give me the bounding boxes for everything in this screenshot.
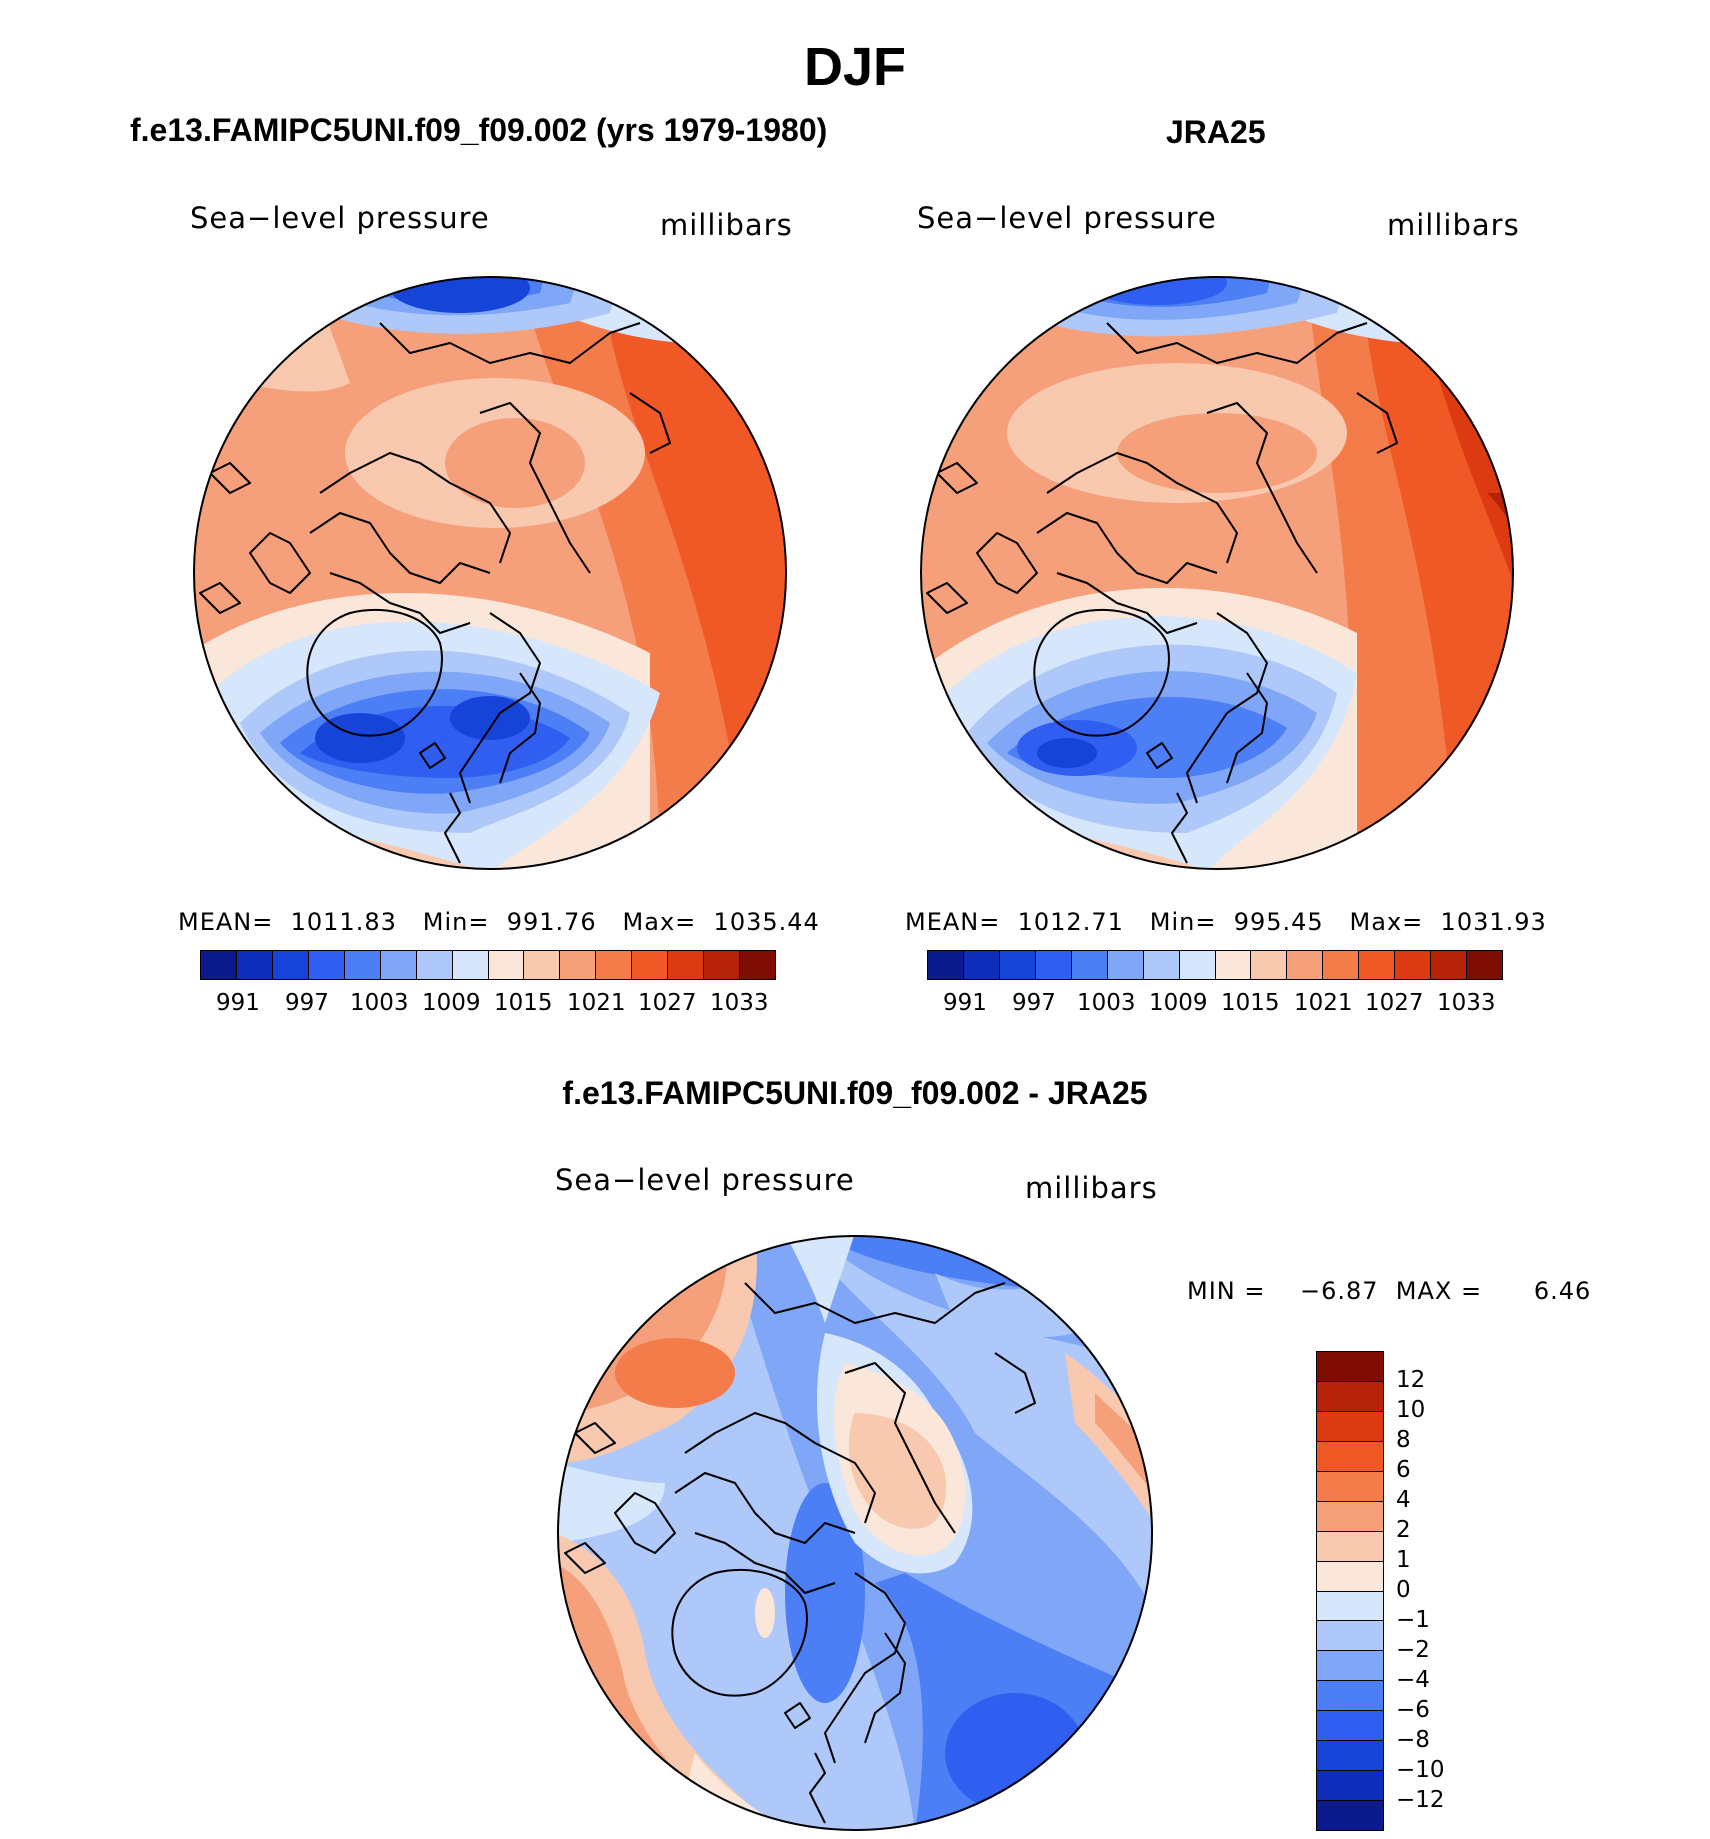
cbar3-swatch [1317,1531,1383,1562]
panel2-units: millibars [1387,208,1520,242]
cbar2-swatch [1467,951,1502,979]
cbar2-tick: 1003 [1077,990,1136,1016]
cbar1-swatch [704,951,741,979]
cbar1-swatch [416,951,453,979]
cbar3-tick: −12 [1396,1787,1445,1813]
cbar3-swatch [1317,1501,1383,1532]
cbar2-tick: 1021 [1294,990,1353,1016]
cbar3-tick: 0 [1396,1577,1411,1603]
panel3-colorbar [1316,1351,1384,1831]
cbar2-swatch [1107,951,1144,979]
panel3-stats: MIN = −6.87 MAX = 6.46 [1187,1277,1592,1305]
cbar1-swatch [488,951,525,979]
cbar3-swatch [1317,1441,1383,1472]
cbar3-tick: 4 [1396,1487,1411,1513]
panel1-polar-map [193,276,787,870]
cbar1-swatch [632,951,669,979]
cbar2-swatch [928,951,964,979]
cbar3-tick: 8 [1396,1427,1411,1453]
panel3-variable: Sea−level pressure [555,1163,855,1197]
panel2-variable: Sea−level pressure [917,201,1217,235]
cbar3-swatch [1317,1651,1383,1682]
cbar2-swatch [1395,951,1432,979]
cbar3-tick: −6 [1396,1697,1430,1723]
cbar3-swatch [1317,1681,1383,1712]
cbar2-swatch [963,951,1000,979]
cbar3-tick: 1 [1396,1547,1411,1573]
cbar3-swatch [1317,1561,1383,1592]
cbar3-tick: 2 [1396,1517,1411,1543]
cbar3-tick: 10 [1396,1397,1426,1423]
cbar3-tick: −1 [1396,1607,1430,1633]
cbar1-tick: 1027 [638,990,697,1016]
panel1-heading: f.e13.FAMIPC5UNI.f09_f09.002 (yrs 1979-1… [130,112,828,148]
cbar2-tick: 1015 [1221,990,1280,1016]
cbar3-tick: −10 [1396,1757,1445,1783]
cbar3-tick: 6 [1396,1457,1411,1483]
cbar1-swatch [236,951,273,979]
cbar3-swatch [1317,1381,1383,1412]
cbar2-swatch [1071,951,1108,979]
panel2-polar-map [920,276,1514,870]
cbar1-tick: 1021 [567,990,626,1016]
cbar1-swatch [344,951,381,979]
cbar2-swatch [1035,951,1072,979]
cbar2-swatch [1287,951,1324,979]
cbar3-swatch [1317,1741,1383,1772]
panel1-variable: Sea−level pressure [190,201,490,235]
cbar1-swatch [201,951,237,979]
cbar3-tick: −8 [1396,1727,1430,1753]
cbar2-swatch [999,951,1036,979]
cbar3-tick: 12 [1396,1367,1426,1393]
panel1-stats: MEAN= 1011.83 Min= 991.76 Max= 1035.44 [178,908,820,936]
cbar1-swatch [596,951,633,979]
cbar1-tick: 1009 [422,990,481,1016]
cbar1-tick: 991 [216,990,260,1016]
cbar2-swatch [1179,951,1216,979]
cbar2-tick: 1027 [1365,990,1424,1016]
panel3-heading: f.e13.FAMIPC5UNI.f09_f09.002 - JRA25 [562,1075,1148,1111]
panel3-units: millibars [1025,1171,1158,1205]
cbar2-tick: 1009 [1149,990,1208,1016]
panel2-heading: JRA25 [1166,114,1266,150]
cbar1-swatch [272,951,309,979]
cbar2-tick: 1033 [1437,990,1496,1016]
cbar2-swatch [1431,951,1468,979]
cbar1-tick: 1033 [710,990,769,1016]
cbar3-tick: −4 [1396,1667,1430,1693]
cbar3-tick: −2 [1396,1637,1430,1663]
cbar1-tick: 1003 [350,990,409,1016]
cbar2-swatch [1251,951,1288,979]
cbar1-swatch [668,951,705,979]
panel1-colorbar [200,950,776,980]
cbar2-swatch [1359,951,1396,979]
cbar2-tick: 991 [943,990,987,1016]
cbar3-swatch [1317,1771,1383,1802]
cbar3-swatch [1317,1591,1383,1622]
cbar3-swatch [1317,1411,1383,1442]
panel1-units: millibars [660,208,793,242]
cbar3-swatch [1317,1801,1383,1830]
cbar3-swatch [1317,1711,1383,1742]
cbar2-swatch [1323,951,1360,979]
panel3-polar-map [557,1235,1153,1831]
cbar1-swatch [560,951,597,979]
cbar3-swatch [1317,1621,1383,1652]
cbar1-swatch [452,951,489,979]
panel2-stats: MEAN= 1012.71 Min= 995.45 Max= 1031.93 [905,908,1547,936]
cbar2-tick: 997 [1012,990,1056,1016]
cbar2-swatch [1215,951,1252,979]
cbar2-swatch [1143,951,1180,979]
panel2-colorbar [927,950,1503,980]
cbar1-swatch [524,951,561,979]
figure-title: DJF [803,37,906,97]
cbar1-tick: 1015 [494,990,553,1016]
cbar1-tick: 997 [285,990,329,1016]
cbar1-swatch [740,951,775,979]
cbar1-swatch [380,951,417,979]
cbar1-swatch [308,951,345,979]
cbar3-swatch [1317,1471,1383,1502]
cbar3-swatch [1317,1352,1383,1382]
